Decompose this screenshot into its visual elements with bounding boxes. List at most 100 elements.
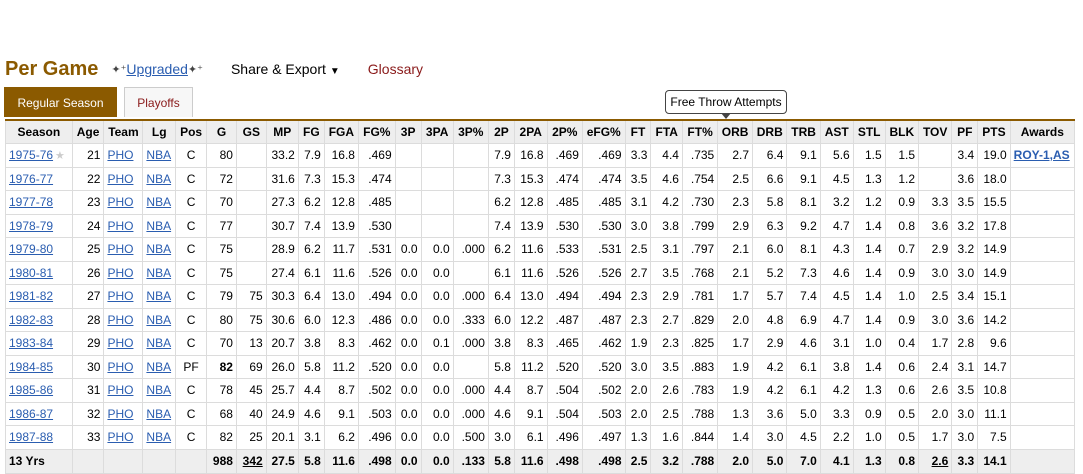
league-link[interactable]: NBA (146, 430, 172, 445)
team-link[interactable]: PHO (107, 265, 134, 280)
upgraded-label[interactable]: Upgraded (126, 61, 188, 77)
league-link[interactable]: NBA (146, 218, 172, 233)
season-link[interactable]: 1975-76 (9, 148, 54, 163)
column-header-fga[interactable]: FGA (323, 119, 359, 144)
cell-ft-pct: .825 (681, 331, 719, 356)
column-header-awards[interactable]: Awards (1009, 119, 1076, 144)
column-header-fg-pct[interactable]: FG% (357, 119, 396, 144)
column-header-lg[interactable]: Lg (142, 119, 176, 144)
column-header-2p-pct[interactable]: 2P% (546, 119, 583, 144)
league-link[interactable]: NBA (146, 265, 172, 280)
column-header-pf[interactable]: PF (951, 119, 979, 144)
cell-ft-pct: .799 (681, 213, 719, 238)
column-header-g[interactable]: G (206, 119, 237, 144)
cell-drb: 4.2 (752, 378, 788, 403)
league-link[interactable]: NBA (146, 195, 172, 210)
share-export-label[interactable]: Share & Export (230, 61, 326, 77)
table-row: 1981-82 27 PHO NBA C 79 75 30.3 6.4 13.0.494 0.0 0.… (5, 284, 1076, 309)
cell-lg: NBA (142, 284, 176, 309)
column-header-fta[interactable]: FTA (650, 119, 683, 144)
league-link[interactable]: NBA (146, 406, 172, 421)
cell-lg: NBA (142, 166, 176, 191)
column-header-pos[interactable]: Pos (174, 119, 208, 144)
team-link[interactable]: PHO (107, 242, 134, 257)
tab-playoffs[interactable]: Playoffs (124, 87, 193, 117)
column-header-ft-pct[interactable]: FT% (681, 119, 719, 144)
column-header-stl[interactable]: STL (852, 119, 886, 144)
league-link[interactable]: NBA (146, 383, 172, 398)
cell-gs (235, 166, 267, 191)
team-link[interactable]: PHO (107, 406, 134, 421)
cell-awards (1009, 213, 1076, 238)
column-header-team[interactable]: Team (103, 119, 144, 144)
team-link[interactable]: PHO (107, 312, 134, 327)
column-header-efg-pct[interactable]: eFG% (581, 119, 626, 144)
season-link[interactable]: 1978-79 (9, 218, 54, 233)
star-icon[interactable]: ★ (55, 150, 65, 163)
league-link[interactable]: NBA (146, 359, 172, 374)
column-header-ft[interactable]: FT (624, 119, 652, 144)
season-link[interactable]: 1986-87 (9, 406, 54, 421)
team-link[interactable]: PHO (107, 171, 134, 186)
column-header-2p[interactable]: 2P (487, 119, 515, 144)
cell-pts: 14.2 (977, 307, 1011, 332)
season-link[interactable]: 1983-84 (9, 336, 54, 351)
column-header-age[interactable]: Age (71, 119, 105, 144)
team-link[interactable]: PHO (107, 359, 134, 374)
column-header-orb[interactable]: ORB (717, 119, 754, 144)
team-link[interactable]: PHO (107, 195, 134, 210)
season-link[interactable]: 1987-88 (9, 430, 54, 445)
cell-3p (394, 166, 422, 191)
season-link[interactable]: 1980-81 (9, 265, 54, 280)
season-link[interactable]: 1981-82 (9, 289, 54, 304)
team-link[interactable]: PHO (107, 336, 134, 351)
share-export-menu[interactable]: Share & Export ▼ (231, 61, 340, 77)
cell-stl: 1.4 (852, 354, 886, 379)
team-link[interactable]: PHO (107, 218, 134, 233)
league-link[interactable]: NBA (146, 148, 172, 163)
season-link[interactable]: 1982-83 (9, 312, 54, 327)
league-link[interactable]: NBA (146, 171, 172, 186)
awards-link[interactable]: ROY-1,AS (1013, 148, 1070, 163)
cell-gs (235, 260, 267, 285)
season-link[interactable]: 1985-86 (9, 383, 54, 398)
tab-regular-season[interactable]: Regular Season (4, 87, 117, 117)
column-header-fg[interactable]: FG (297, 119, 325, 144)
total-fta: 3.2 (650, 448, 683, 474)
cell-3pa: 0.0 (420, 354, 454, 379)
column-header-mp[interactable]: MP (265, 119, 299, 144)
season-link[interactable]: 1984-85 (9, 359, 54, 374)
column-header-ast[interactable]: AST (819, 119, 854, 144)
cell-tov: 3.0 (918, 260, 953, 285)
team-link[interactable]: PHO (107, 383, 134, 398)
league-link[interactable]: NBA (146, 312, 172, 327)
column-header-gs[interactable]: GS (235, 119, 267, 144)
league-link[interactable]: NBA (146, 242, 172, 257)
column-header-3p[interactable]: 3P (394, 119, 422, 144)
cell-awards: ROY-1,AS (1009, 143, 1076, 168)
column-header-tov[interactable]: TOV (918, 119, 953, 144)
column-header-3pa[interactable]: 3PA (420, 119, 454, 144)
team-link[interactable]: PHO (107, 430, 134, 445)
glossary-link[interactable]: Glossary (367, 61, 424, 77)
cell-pts: 14.9 (977, 237, 1011, 262)
season-link[interactable]: 1976-77 (9, 171, 54, 186)
cell-gs: 75 (235, 307, 267, 332)
team-link[interactable]: PHO (107, 289, 134, 304)
sparkle-icon: ✦⁺ (111, 63, 127, 76)
column-header-blk[interactable]: BLK (884, 119, 920, 144)
column-header-season[interactable]: Season (5, 119, 73, 144)
column-header-2pa[interactable]: 2PA (513, 119, 548, 144)
season-link[interactable]: 1977-78 (9, 195, 54, 210)
cell-mp: 30.3 (265, 284, 299, 309)
league-link[interactable]: NBA (146, 289, 172, 304)
column-header-drb[interactable]: DRB (752, 119, 788, 144)
league-link[interactable]: NBA (146, 336, 172, 351)
column-header-trb[interactable]: TRB (786, 119, 821, 144)
column-header-pts[interactable]: PTS (977, 119, 1011, 144)
upgraded-link[interactable]: ✦⁺ Upgraded ✦⁺ (111, 61, 203, 77)
cell-drb: 4.8 (752, 307, 788, 332)
column-header-3p-pct[interactable]: 3P% (452, 119, 489, 144)
season-link[interactable]: 1979-80 (9, 242, 54, 257)
team-link[interactable]: PHO (107, 148, 134, 163)
